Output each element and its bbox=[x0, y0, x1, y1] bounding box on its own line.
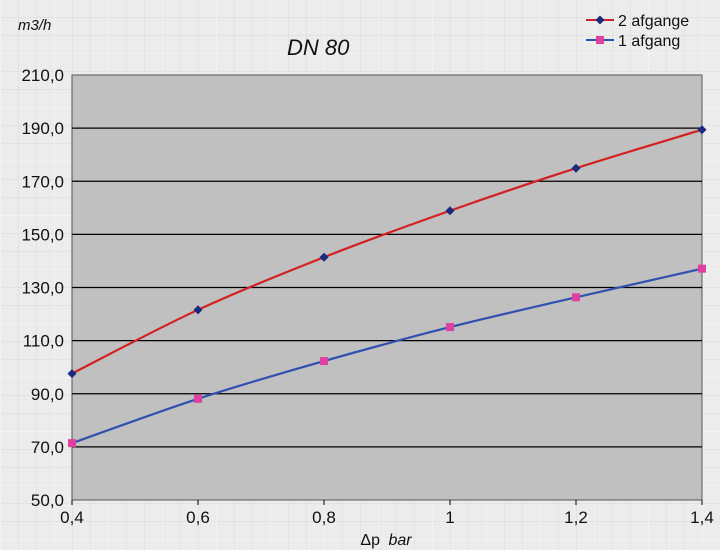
y-axis-tick-labels: 50,0 70,0 90,0 110,0 130,0 150,0 170,0 190,0 210… bbox=[21, 66, 64, 510]
legend-label: 2 afgange bbox=[618, 13, 689, 30]
data-point bbox=[445, 206, 455, 216]
y-tick-label: 170,0 bbox=[21, 172, 64, 191]
data-point bbox=[67, 369, 77, 379]
data-point bbox=[319, 252, 329, 262]
y-tick-label: 110,0 bbox=[23, 332, 64, 351]
x-axis-label: Δp bar bbox=[360, 532, 412, 549]
x-tick-label: 0,8 bbox=[312, 508, 336, 527]
chart-title: DN 80 bbox=[287, 35, 350, 60]
x-axis-tick-labels: 0,4 0,6 0,8 1 1,2 1,4 bbox=[60, 500, 714, 527]
y-tick-label: 50,0 bbox=[31, 491, 64, 510]
y-tick-label: 190,0 bbox=[21, 119, 64, 138]
y-axis-label: m3/h bbox=[18, 17, 51, 34]
x-tick-label: 0,4 bbox=[60, 508, 84, 527]
y-tick-label: 70,0 bbox=[31, 438, 64, 457]
data-point bbox=[193, 305, 203, 315]
series-line bbox=[71, 267, 703, 445]
legend: 2 afgange 1 afgang bbox=[586, 13, 689, 50]
data-point bbox=[68, 439, 76, 448]
data-point bbox=[697, 125, 707, 135]
data-point bbox=[194, 394, 202, 403]
y-tick-label: 210,0 bbox=[21, 66, 64, 85]
x-tick-label: 1,2 bbox=[564, 508, 588, 527]
data-point bbox=[596, 36, 604, 44]
x-tick-label: 0,6 bbox=[186, 508, 210, 527]
series-line bbox=[71, 128, 703, 375]
data-point bbox=[446, 323, 454, 332]
data-point bbox=[571, 163, 581, 173]
x-tick-label: 1 bbox=[445, 508, 454, 527]
series-layer bbox=[67, 125, 707, 448]
data-point bbox=[572, 293, 580, 302]
y-tick-label: 130,0 bbox=[21, 279, 64, 298]
x-tick-label: 1,4 bbox=[690, 508, 714, 527]
x-axis-unit: bar bbox=[388, 532, 412, 549]
legend-label: 1 afgang bbox=[618, 33, 680, 50]
data-point bbox=[595, 15, 605, 25]
data-point bbox=[698, 264, 706, 273]
y-tick-label: 150,0 bbox=[21, 225, 64, 244]
data-point bbox=[320, 357, 328, 366]
x-axis-symbol: Δp bbox=[360, 532, 380, 549]
y-tick-label: 90,0 bbox=[31, 385, 64, 404]
